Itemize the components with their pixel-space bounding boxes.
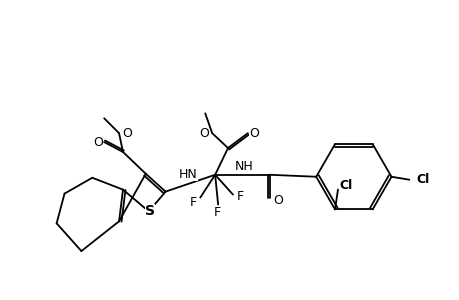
Text: O: O (248, 127, 258, 140)
Text: O: O (273, 194, 283, 207)
Text: S: S (145, 204, 154, 218)
Text: O: O (199, 127, 209, 140)
Text: O: O (93, 136, 103, 148)
Text: Cl: Cl (339, 179, 352, 192)
Text: F: F (213, 206, 220, 219)
Text: F: F (190, 196, 196, 209)
Text: NH: NH (234, 160, 253, 173)
Text: HN: HN (179, 168, 197, 181)
Text: F: F (236, 190, 243, 203)
Text: Cl: Cl (416, 173, 429, 186)
Text: O: O (122, 127, 132, 140)
